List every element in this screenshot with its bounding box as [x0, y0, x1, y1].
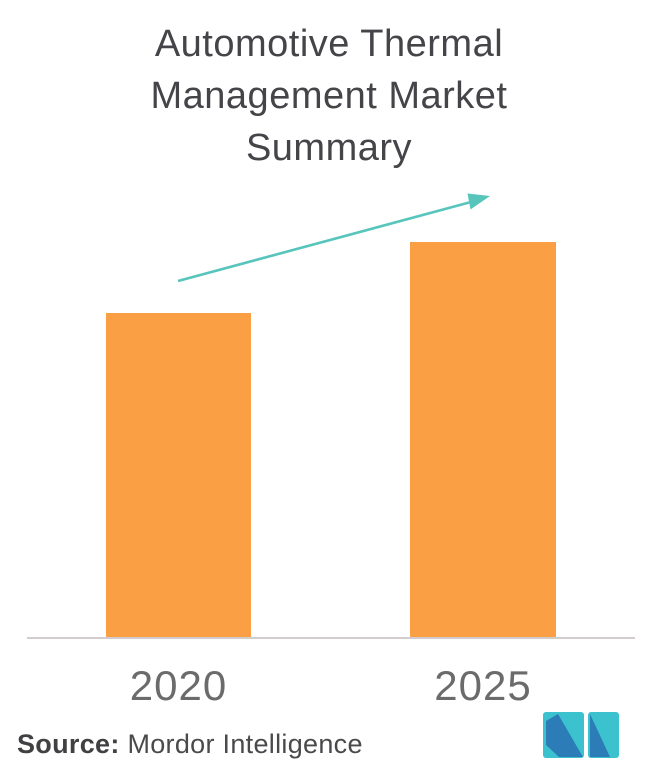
growth-trend-arrow-head	[467, 193, 490, 210]
x-axis-label-2025: 2025	[434, 662, 532, 709]
bar-2020	[106, 313, 251, 637]
chart-title: Automotive Thermal Management Market Sum…	[49, 18, 609, 174]
source-name: Mordor Intelligence	[127, 729, 363, 759]
mordor-intelligence-logo	[543, 712, 619, 758]
logo-right-m-stroke	[590, 714, 610, 757]
bar-2025	[410, 242, 556, 637]
x-axis-label-2020: 2020	[129, 662, 228, 709]
chart-title-line-1: Automotive Thermal	[154, 23, 504, 65]
chart-title-line-2: Management Market	[150, 75, 508, 117]
chart-title-line-3: Summary	[245, 127, 413, 169]
x-axis-baseline	[27, 637, 635, 639]
source-caption: Source: Mordor Intelligence	[17, 729, 363, 760]
source-label: Source:	[17, 729, 120, 759]
logo-left-m-stroke	[546, 714, 583, 757]
